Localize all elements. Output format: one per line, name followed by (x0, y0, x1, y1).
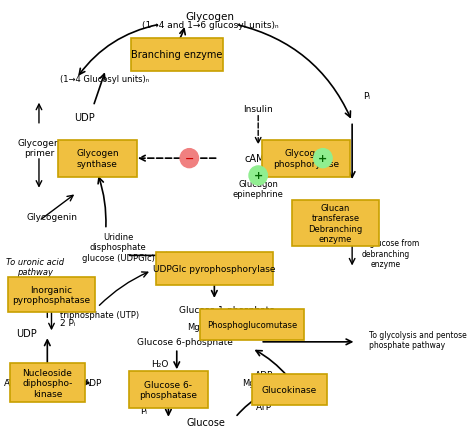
Text: Glycogenin: Glycogenin (27, 213, 77, 221)
Text: Branching enzyme: Branching enzyme (131, 50, 222, 60)
Text: Inorganic
pyrophosphatase: Inorganic pyrophosphatase (12, 285, 91, 304)
Text: Free glucose from
debranching
enzyme: Free glucose from debranching enzyme (351, 239, 419, 269)
Text: UDP: UDP (74, 113, 95, 123)
Text: Glucagon
epinephrine: Glucagon epinephrine (233, 179, 283, 199)
Text: Glycogen
synthase: Glycogen synthase (76, 149, 119, 168)
Text: Glucokinase: Glucokinase (262, 385, 317, 394)
Text: Glycogen: Glycogen (186, 12, 235, 22)
FancyBboxPatch shape (10, 364, 85, 402)
Circle shape (314, 149, 332, 168)
Text: *: * (369, 210, 375, 224)
FancyBboxPatch shape (263, 141, 350, 177)
FancyBboxPatch shape (292, 201, 379, 246)
Text: −: − (184, 154, 194, 164)
Text: Uridine
disphosphate
glucose (UDPGlc): Uridine disphosphate glucose (UDPGlc) (82, 232, 155, 262)
Text: ATP: ATP (4, 378, 20, 388)
Text: Nucleoside
diphospho-
kinase: Nucleoside diphospho- kinase (22, 368, 73, 398)
Text: Glycogen
primer: Glycogen primer (18, 138, 60, 158)
FancyBboxPatch shape (131, 39, 223, 72)
Text: ATP: ATP (256, 402, 273, 411)
Text: ADP: ADP (84, 378, 102, 388)
Text: Pᵢ: Pᵢ (363, 92, 370, 101)
Text: Glucan
transferase
Debranching
enzyme: Glucan transferase Debranching enzyme (308, 204, 363, 243)
Text: Pᵢ: Pᵢ (140, 407, 147, 415)
Text: To glycolysis and pentose
phosphate pathway: To glycolysis and pentose phosphate path… (369, 330, 466, 349)
Text: UDP: UDP (16, 329, 37, 339)
Text: (1→4 and 1→6 glucosyl units)ₙ: (1→4 and 1→6 glucosyl units)ₙ (142, 21, 279, 30)
FancyBboxPatch shape (129, 371, 208, 408)
Text: Glucose 6-
phosphatase: Glucose 6- phosphatase (139, 380, 197, 399)
Text: Uridine
triphosphate (UTP): Uridine triphosphate (UTP) (60, 300, 139, 319)
Circle shape (249, 167, 267, 185)
Text: UDPGlc pyrophosphorylase: UDPGlc pyrophosphorylase (153, 264, 275, 273)
Text: cAMP: cAMP (245, 154, 272, 164)
Text: Glucose 1-phosphate: Glucose 1-phosphate (179, 305, 275, 314)
Text: Glucose: Glucose (187, 417, 226, 427)
Text: +: + (318, 154, 328, 164)
FancyBboxPatch shape (252, 375, 327, 404)
FancyBboxPatch shape (58, 141, 137, 177)
Text: (1→4 Glucosyl units)ₙ: (1→4 Glucosyl units)ₙ (60, 75, 149, 83)
Text: Glucose 6-phosphate: Glucose 6-phosphate (137, 338, 233, 346)
Text: Phosphoglucomutase: Phosphoglucomutase (207, 320, 297, 329)
Text: To uronic acid
pathway: To uronic acid pathway (6, 257, 64, 276)
Text: H₂O: H₂O (151, 359, 169, 368)
Circle shape (180, 149, 199, 168)
FancyBboxPatch shape (156, 253, 273, 285)
FancyBboxPatch shape (8, 277, 95, 312)
Text: +: + (254, 171, 263, 181)
Text: ADP: ADP (255, 370, 273, 379)
Text: Insulin: Insulin (243, 105, 273, 114)
Text: 2 Pᵢ: 2 Pᵢ (61, 318, 76, 327)
FancyBboxPatch shape (200, 310, 304, 340)
Text: Glycogen
phosphorylase: Glycogen phosphorylase (273, 149, 339, 168)
Text: Mg²⁺: Mg²⁺ (242, 378, 262, 388)
Text: PPᵢ: PPᵢ (74, 282, 87, 290)
Text: Mg²⁺: Mg²⁺ (187, 322, 208, 332)
